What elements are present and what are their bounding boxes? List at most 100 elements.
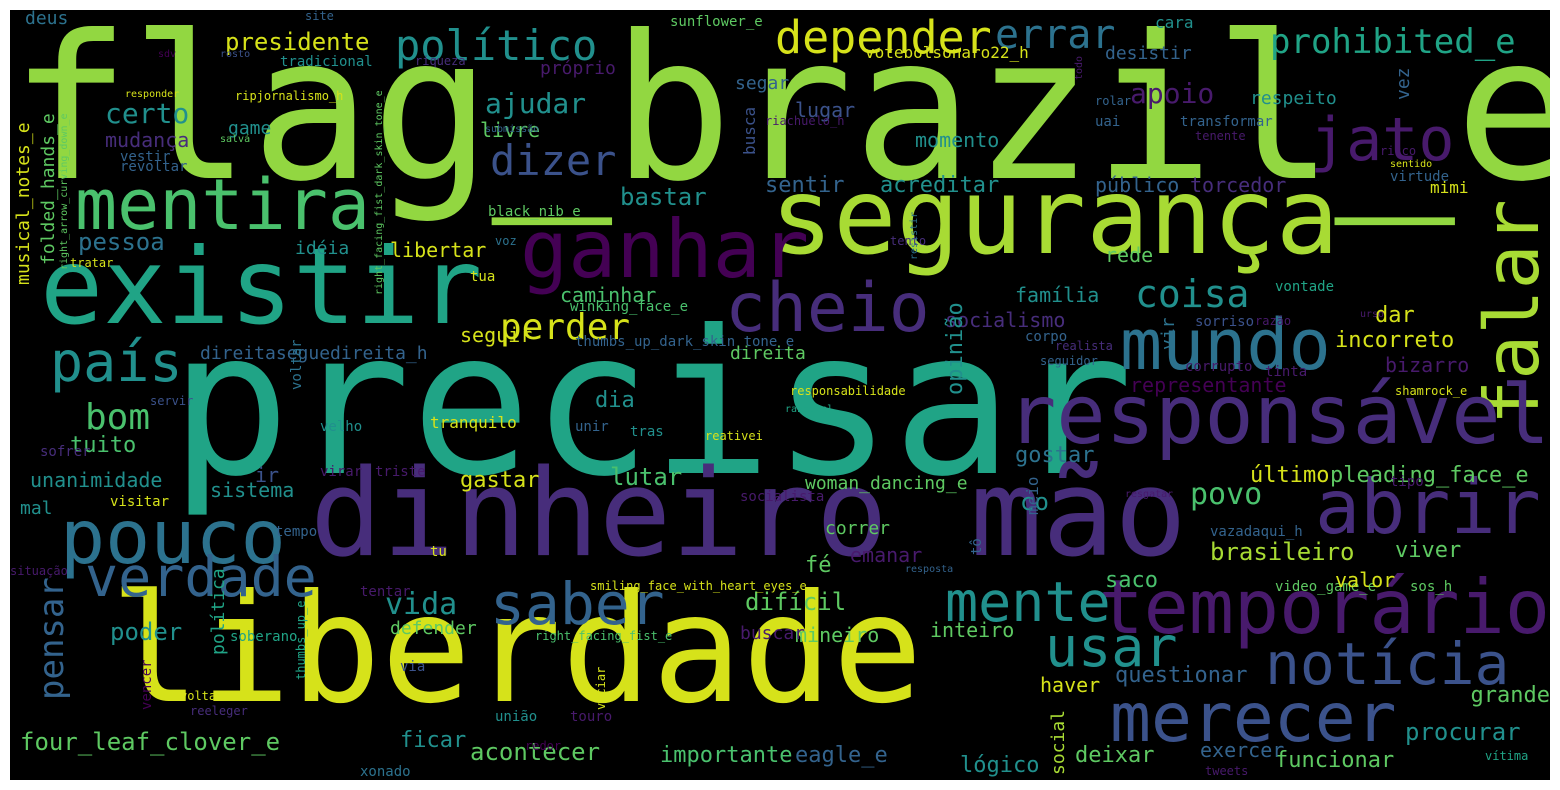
word-cloud: flag_brazil_e precisar segurança existir lib… bbox=[10, 10, 1550, 780]
cloud-word: responder bbox=[125, 89, 180, 100]
cloud-word: four_leaf_clover_e bbox=[20, 728, 281, 756]
cloud-word: haver bbox=[1040, 673, 1101, 697]
cloud-word: mentira bbox=[75, 164, 371, 246]
cloud-word: dinheiro bbox=[310, 445, 888, 584]
cloud-word: acontecer bbox=[470, 738, 601, 766]
cloud-word: certo bbox=[105, 97, 190, 130]
cloud-word: mudança bbox=[105, 128, 190, 152]
cloud-word: tempo bbox=[275, 524, 318, 540]
cloud-word: corpo bbox=[1025, 329, 1068, 345]
cloud-word: sos_h bbox=[1410, 579, 1453, 595]
cloud-word: coisa bbox=[1135, 272, 1250, 316]
cloud-word: direita bbox=[730, 343, 806, 364]
cloud-word: tuito bbox=[70, 433, 137, 458]
cloud-word: inteiro bbox=[930, 618, 1015, 642]
cloud-word: torcedor bbox=[1190, 173, 1287, 197]
cloud-word: vencer bbox=[139, 659, 155, 710]
cloud-word: virtude bbox=[1390, 169, 1450, 185]
cloud-word: união bbox=[495, 709, 538, 725]
cloud-word: usar bbox=[1045, 615, 1178, 679]
cloud-word: importante bbox=[660, 743, 793, 768]
cloud-word: flag_brazil_e bbox=[10, 10, 1550, 226]
cloud-word: tenente bbox=[1195, 129, 1246, 143]
cloud-word: razoável bbox=[785, 404, 834, 415]
cloud-word: respeito bbox=[1250, 88, 1337, 109]
cloud-word: meio bbox=[1023, 476, 1042, 515]
cloud-word: reativei bbox=[705, 429, 763, 443]
cloud-word: cheio bbox=[725, 269, 930, 348]
cloud-word: difícil bbox=[745, 588, 847, 616]
cloud-word: apoio bbox=[1130, 77, 1215, 110]
cloud-word: mimi bbox=[1430, 178, 1469, 197]
cloud-word: tinta bbox=[1265, 364, 1308, 380]
cloud-word: mineiro bbox=[795, 623, 880, 647]
cloud-word: político bbox=[395, 21, 598, 70]
cloud-word: triste bbox=[375, 464, 426, 480]
cloud-word: tua bbox=[470, 269, 496, 285]
cloud-word: dar bbox=[1375, 303, 1415, 328]
cloud-word: unanimidade bbox=[30, 468, 163, 492]
cloud-word: viver bbox=[1395, 538, 1462, 563]
cloud-word: idéia bbox=[295, 238, 350, 259]
cloud-word: país bbox=[50, 330, 183, 394]
cloud-word: brasileiro bbox=[1210, 538, 1355, 566]
cloud-word: viciar bbox=[594, 666, 608, 710]
cloud-word: game bbox=[228, 118, 272, 139]
cloud-word: dizer bbox=[490, 136, 617, 185]
cloud-word: libertar bbox=[390, 238, 487, 262]
cloud-word: tweets bbox=[1205, 764, 1249, 778]
cloud-word: prohibited_e bbox=[1270, 22, 1516, 62]
cloud-word: caminhar bbox=[560, 283, 657, 307]
cloud-word: thumbs_up_e bbox=[294, 600, 308, 680]
cloud-word: salvá bbox=[220, 134, 251, 145]
cloud-word: segar bbox=[735, 73, 790, 94]
cloud-word: shamrock_e bbox=[1395, 384, 1468, 398]
cloud-word: ir bbox=[255, 463, 280, 487]
cloud-word: mundo bbox=[1120, 304, 1331, 386]
cloud-word: família bbox=[1015, 283, 1100, 307]
cloud-word: segurança bbox=[770, 156, 1339, 278]
cloud-word: rolar bbox=[1095, 94, 1132, 108]
cloud-word: resposta bbox=[905, 564, 954, 575]
cloud-word: tu bbox=[430, 544, 447, 560]
cloud-word: bizarro bbox=[1385, 353, 1470, 377]
cloud-word: gastar bbox=[460, 468, 540, 493]
cloud-word: procurar bbox=[1405, 718, 1521, 746]
cloud-word: musical_notes_e bbox=[13, 122, 34, 285]
cloud-word: right_facing_fist_e bbox=[535, 629, 673, 643]
cloud-word: right_facing_fist_dark_skin_tone_e bbox=[374, 90, 385, 295]
cloud-word: saber bbox=[490, 570, 665, 638]
cloud-word: vítima bbox=[1485, 749, 1529, 763]
cloud-word: winking_face_e bbox=[570, 299, 689, 315]
cloud-word: touro bbox=[570, 709, 613, 725]
cloud-word: existir bbox=[40, 226, 483, 348]
cloud-word: lugar bbox=[795, 98, 856, 122]
cloud-word: ajudar bbox=[485, 87, 587, 120]
cloud-word: bastar bbox=[620, 183, 707, 211]
cloud-word: exercer bbox=[1200, 738, 1285, 762]
cloud-word: valor bbox=[1335, 568, 1396, 592]
cloud-word: gostar bbox=[1015, 443, 1095, 468]
cloud-word: video_game_e bbox=[1275, 579, 1377, 595]
cloud-word: sdv bbox=[158, 49, 177, 60]
cloud-word: sentir bbox=[765, 173, 845, 198]
cloud-word: visitar bbox=[110, 494, 170, 510]
cloud-word: co bbox=[1020, 488, 1049, 516]
cloud-word: busca bbox=[740, 106, 759, 155]
cloud-word: seguidor bbox=[1040, 354, 1098, 368]
cloud-word: pleading_face_e bbox=[1330, 463, 1529, 488]
cloud-word: smiling_face_with_heart_eyes_e bbox=[590, 579, 807, 593]
cloud-word: mão bbox=[970, 445, 1187, 584]
cloud-word: virar bbox=[320, 464, 363, 480]
cloud-word: volta bbox=[180, 689, 217, 703]
cloud-word: realista bbox=[1055, 339, 1113, 353]
cloud-word: notícia bbox=[1265, 630, 1510, 698]
cloud-word: tentar bbox=[360, 584, 411, 600]
cloud-word: black_nib_e bbox=[488, 204, 581, 220]
cloud-word: eagle_e bbox=[795, 743, 888, 768]
cloud-word: incorreto bbox=[1335, 328, 1455, 353]
cloud-word: tento bbox=[890, 234, 927, 248]
cloud-word: reeleger bbox=[190, 704, 248, 718]
cloud-word: responsável bbox=[1006, 368, 1550, 463]
cloud-word: votebolsonaro22_h bbox=[865, 43, 1029, 62]
